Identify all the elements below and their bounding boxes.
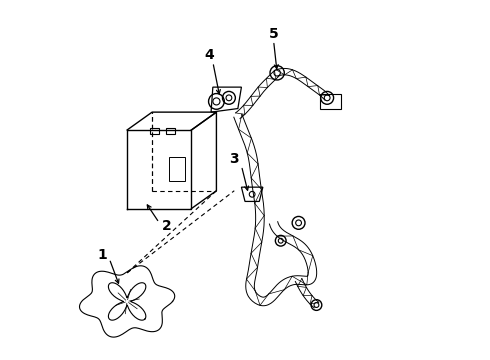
Text: 1: 1 <box>97 248 107 262</box>
Text: 5: 5 <box>269 27 278 41</box>
Text: 2: 2 <box>162 220 172 233</box>
Text: 4: 4 <box>204 48 214 62</box>
Text: 3: 3 <box>229 152 239 166</box>
